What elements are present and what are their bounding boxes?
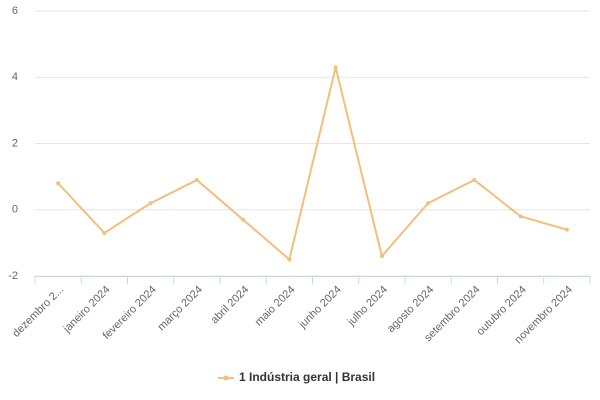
line: [57, 67, 568, 262]
point: [518, 214, 523, 219]
x-tick-label: dezembro 2...: [10, 284, 66, 340]
x-tick-label: maio 2024: [253, 284, 298, 329]
point: [426, 201, 431, 206]
point: [102, 230, 107, 235]
x-tick-label: março 2024: [155, 284, 205, 334]
point: [56, 181, 61, 186]
point: [472, 177, 477, 182]
point: [564, 227, 569, 232]
legend[interactable]: 1 Indústria geral | Brasil: [218, 370, 375, 384]
y-tick-label: 4: [12, 71, 18, 83]
legend-marker: [223, 375, 229, 381]
y-tick-label: -2: [8, 270, 18, 282]
point: [379, 254, 384, 259]
x-tick-label: julho 2024: [345, 284, 390, 329]
point: [287, 257, 292, 262]
x-tick-label: junho 2024: [296, 284, 344, 332]
x-tick-label: abril 2024: [209, 284, 252, 327]
legend-label: 1 Indústria geral | Brasil: [239, 370, 375, 384]
point: [148, 201, 153, 206]
point: [194, 177, 199, 182]
y-tick-label: 2: [12, 137, 18, 149]
y-tick-label: 0: [12, 204, 18, 216]
point: [241, 217, 246, 222]
y-tick-label: 6: [12, 5, 18, 17]
point: [333, 65, 338, 70]
x-tick-label: agosto 2024: [385, 284, 436, 335]
